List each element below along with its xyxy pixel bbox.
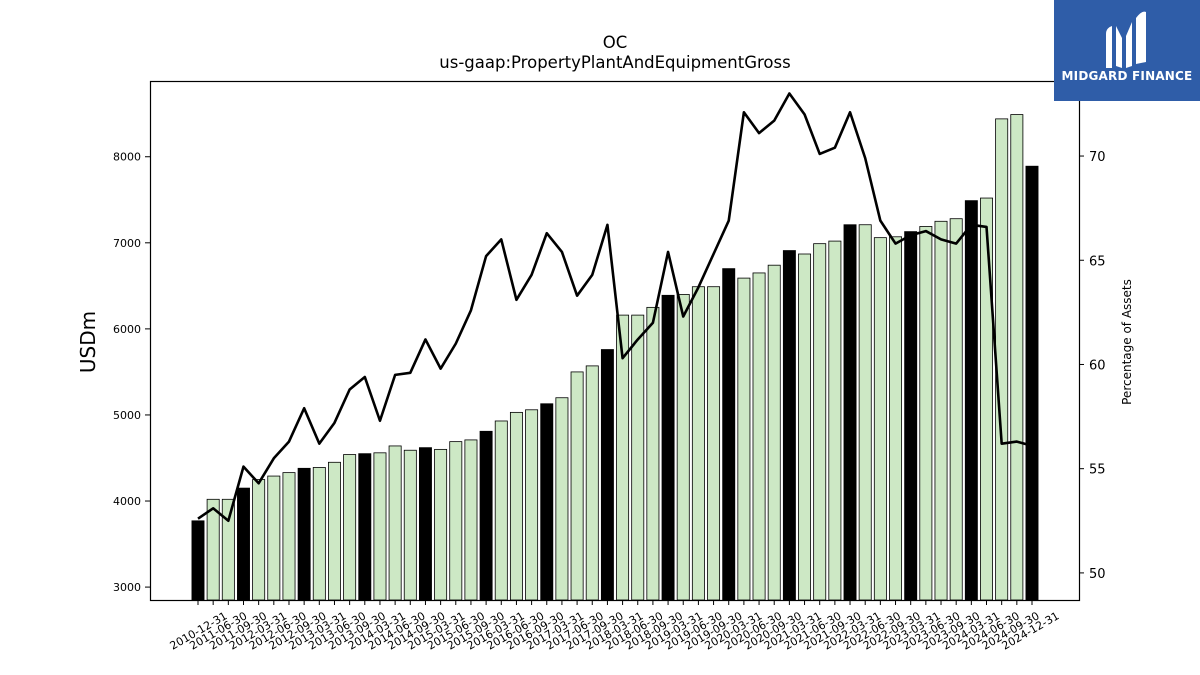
percentage-line: [197, 92, 1033, 523]
y2-tick-label: 60: [1089, 358, 1106, 373]
bar-2020-12-31: [798, 253, 812, 601]
bar-2011-03-31: [206, 498, 220, 601]
bar-2016-09-30: [540, 403, 554, 601]
bar-2015-03-31: [449, 441, 463, 601]
bar-2020-09-30: [782, 250, 796, 601]
y-tick-label: 8000: [113, 151, 141, 164]
bar-2014-09-30: [418, 447, 432, 601]
bar-2021-03-31: [813, 243, 827, 601]
bar-2013-09-30: [358, 453, 372, 601]
bar-2013-03-31: [328, 461, 341, 601]
bar-2011-12-31: [252, 479, 266, 601]
brand-name: MIDGARD FINANCE: [1061, 69, 1193, 83]
bar-2017-06-30: [585, 365, 599, 601]
y-axis-label: USDm: [76, 311, 100, 373]
bar-2014-03-31: [388, 445, 402, 601]
bar-2019-12-31: [737, 277, 751, 601]
bar-2011-06-30: [221, 498, 235, 601]
bar-2019-09-30: [722, 268, 736, 601]
bar-2012-12-31: [312, 467, 326, 601]
bar-2024-03-31: [995, 118, 1009, 601]
bar-2019-03-31: [691, 286, 705, 601]
bar-2015-12-31: [494, 420, 508, 601]
bar-2016-06-30: [525, 409, 539, 601]
y-tick-label: 6000: [113, 323, 141, 336]
bar-2023-09-30: [964, 200, 978, 601]
y-tick-label: 7000: [113, 237, 141, 250]
bar-2021-06-30: [828, 240, 842, 601]
bars-group: [191, 114, 1039, 601]
brand-logo: MIDGARD FINANCE: [1054, 0, 1200, 101]
bar-2015-06-30: [464, 439, 478, 601]
x-axis-ticks: 2010-12-312011-06-302011-09-302012-03-31…: [168, 600, 1062, 653]
bar-2015-09-30: [479, 430, 493, 601]
y-tick-label: 5000: [113, 409, 141, 422]
bar-2021-12-31: [858, 224, 872, 601]
bar-2017-09-30: [600, 349, 614, 601]
bar-2013-06-30: [343, 454, 357, 601]
bar-2013-12-31: [373, 452, 387, 601]
left-axis-ticks: 3000 4000 5000 6000 7000 8000: [113, 151, 150, 594]
bar-2021-09-30: [843, 224, 857, 601]
bar-2022-12-31: [919, 226, 933, 601]
bar-2022-03-31: [873, 237, 887, 601]
bar-2014-06-30: [403, 449, 417, 601]
bar-2020-03-31: [752, 272, 766, 601]
y2-tick-label: 55: [1089, 463, 1106, 478]
y2-tick-label: 50: [1089, 567, 1106, 582]
bar-2023-12-31: [980, 197, 993, 601]
chart-subtitle: us-gaap:PropertyPlantAndEquipmentGross: [439, 53, 790, 72]
chart-title: OC: [603, 33, 628, 52]
y2-axis-label: Percentage of Assets: [1120, 279, 1134, 405]
y2-tick-label: 70: [1089, 150, 1106, 165]
bar-2023-03-31: [934, 220, 948, 601]
y-tick-label: 4000: [113, 495, 141, 508]
bar-2016-03-31: [509, 411, 523, 601]
bar-2023-06-30: [949, 218, 963, 601]
bar-2018-12-31: [676, 294, 690, 601]
bar-2012-03-31: [267, 475, 281, 601]
bar-2018-09-30: [661, 294, 675, 601]
bar-2022-06-30: [889, 236, 902, 601]
plot-frame: [149, 80, 1081, 602]
bar-2017-03-31: [570, 371, 584, 601]
bar-2022-09-30: [904, 231, 918, 601]
bar-2010-12-31: [191, 520, 205, 601]
bar-2014-12-31: [434, 448, 448, 601]
bar-2020-06-30: [767, 264, 781, 601]
bar-2012-09-30: [297, 467, 311, 601]
bar-2012-06-30: [282, 472, 296, 601]
bar-2018-06-30: [646, 306, 660, 601]
y2-tick-label: 65: [1089, 254, 1106, 269]
right-axis-ticks: 50 55 60 65 70: [1079, 150, 1106, 582]
midgard-logo-icon: [1106, 11, 1146, 68]
bar-2016-12-31: [555, 397, 569, 601]
bar-2024-12-31: [1025, 165, 1039, 601]
bar-2018-03-31: [631, 314, 645, 601]
bar-2011-09-30: [237, 487, 250, 601]
bar-2024-06-30: [1010, 114, 1024, 601]
y-tick-label: 3000: [113, 581, 141, 594]
bar-2019-06-30: [707, 286, 721, 601]
